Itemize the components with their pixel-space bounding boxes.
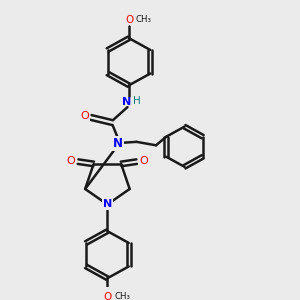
Text: O: O — [80, 111, 89, 121]
Text: CH₃: CH₃ — [136, 15, 152, 24]
Text: N: N — [113, 137, 123, 150]
Text: O: O — [67, 156, 76, 166]
Text: N: N — [122, 97, 131, 107]
Text: O: O — [125, 14, 133, 25]
Text: H: H — [133, 96, 140, 106]
Text: O: O — [103, 292, 112, 300]
Text: CH₃: CH₃ — [114, 292, 130, 300]
Text: N: N — [103, 200, 112, 209]
Text: O: O — [139, 156, 148, 166]
